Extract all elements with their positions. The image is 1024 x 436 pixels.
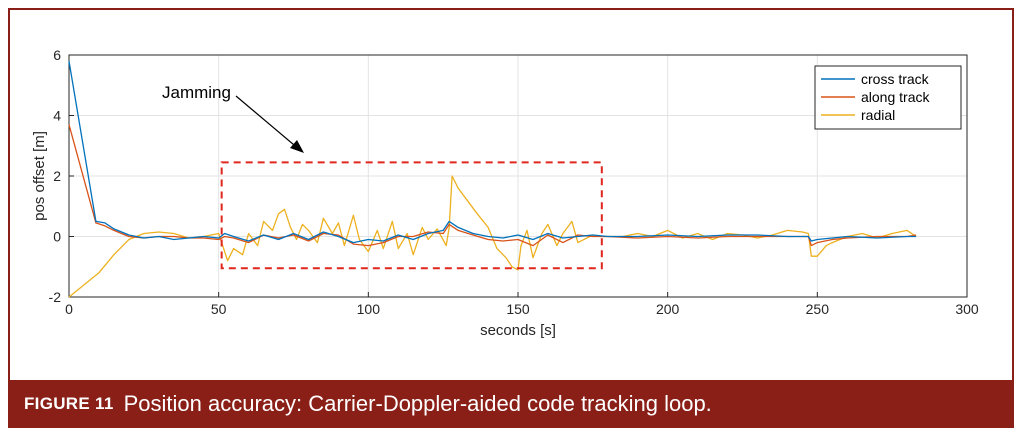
jamming-arrow-head [290,140,304,153]
figure-label: FIGURE 11 [24,394,114,413]
x-tick-label: 100 [357,301,381,317]
legend-entry: along track [861,89,930,105]
jamming-label: Jamming [162,83,231,102]
legend-entry: cross track [861,71,930,87]
jamming-box [220,161,603,270]
y-axis-label: pos offset [m] [31,131,48,221]
legend-entry: radial [861,107,895,123]
annotation-layer: Jamming [162,83,603,270]
x-tick-label: 0 [65,301,73,317]
caption-bar: FIGURE 11 Position accuracy: Carrier-Dop… [8,380,1014,428]
y-tick-label: 6 [53,47,61,63]
y-tick-label: 0 [53,229,61,245]
x-tick-label: 50 [211,301,227,317]
x-tick-label: 250 [806,301,830,317]
y-tick-label: 4 [53,108,61,124]
series-line-along-track [68,124,917,247]
x-tick-label: 300 [955,301,979,317]
x-tick-label: 200 [656,301,680,317]
figure-caption: Position accuracy: Carrier-Doppler-aided… [123,391,712,416]
y-tick-label: 2 [53,168,61,184]
legend: cross track along track radial [814,65,962,130]
series-layer [68,60,917,298]
jamming-arrow-line [235,95,301,151]
y-tick-label: -2 [49,289,62,305]
x-axis-label: seconds [s] [480,322,556,339]
x-tick-label: 150 [506,301,530,317]
series-line-cross-track [68,60,917,244]
